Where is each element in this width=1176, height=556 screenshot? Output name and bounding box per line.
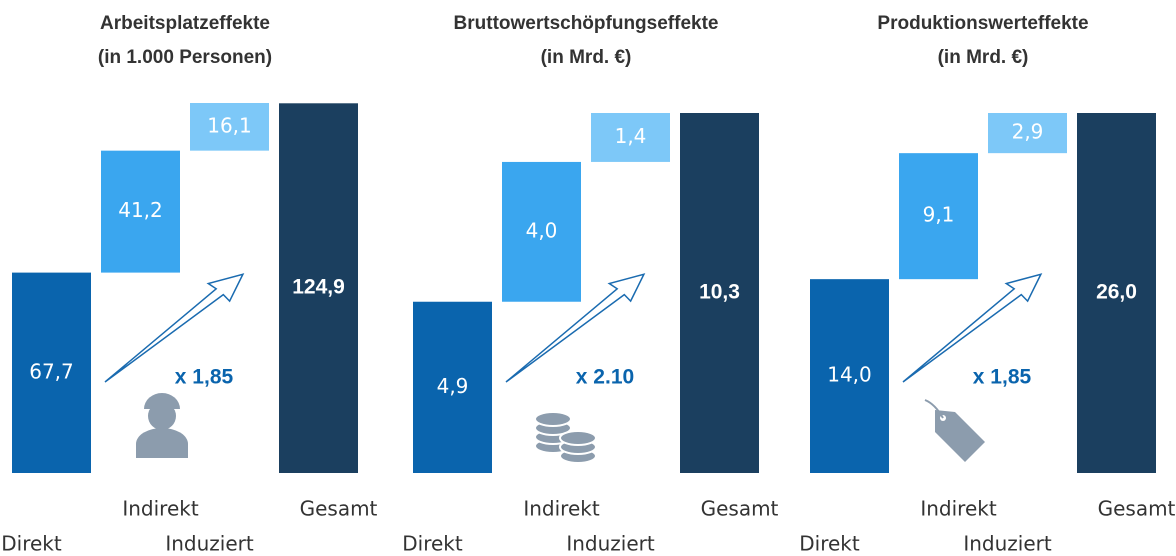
chart-subtitle: (in 1.000 Personen) (98, 47, 272, 68)
icon (935, 410, 985, 462)
value-label: 9,1 (923, 203, 955, 227)
total-label: 10,3 (699, 281, 740, 304)
waterfall: Arbeitsplatzeffekte (in 1.000 Personen) 67… (1, 13, 377, 555)
x-tick-label: Indirekt (920, 497, 996, 521)
bar (680, 113, 759, 473)
icon (559, 430, 597, 446)
x-tick-label: Direkt (1, 532, 62, 556)
x-tick-label: Direkt (799, 532, 860, 556)
bar (101, 150, 180, 273)
multiplier: x 1,85 (175, 366, 234, 389)
bar (810, 279, 889, 473)
x-tick-label: Indirekt (523, 497, 599, 521)
value-label: 14,0 (827, 363, 872, 387)
bar (502, 161, 581, 302)
value-label: 67,7 (29, 359, 74, 383)
bar (1077, 113, 1156, 473)
bar (591, 113, 670, 162)
chart-title: Arbeitsplatzeffekte (100, 13, 270, 34)
value-label: 1,4 (615, 124, 647, 148)
value-label: 16,1 (207, 113, 252, 137)
icon (144, 393, 180, 409)
icon (136, 428, 188, 458)
arrow (902, 273, 1043, 383)
chart-title: Produktionswerteffekte (877, 13, 1088, 34)
bar (279, 103, 358, 474)
arrow (505, 273, 646, 383)
bar (190, 103, 269, 151)
bar (899, 153, 978, 280)
x-tick-label: Gesamt (300, 497, 378, 521)
multiplier: x 1,85 (973, 366, 1032, 389)
value-label: 41,2 (118, 198, 163, 222)
icon (924, 399, 944, 419)
chart-subtitle: (in Mrd. €) (938, 47, 1029, 68)
x-tick-label: Induziert (566, 532, 655, 556)
bar (413, 301, 492, 473)
x-tick-label: Induziert (963, 532, 1052, 556)
arrow (104, 273, 245, 383)
value-label: 4,0 (526, 218, 558, 242)
value-label: 4,9 (437, 374, 469, 398)
total-label: 124,9 (292, 276, 345, 299)
x-tick-label: Gesamt (1098, 497, 1176, 521)
x-tick-label: Direkt (402, 532, 463, 556)
x-tick-label: Indirekt (122, 497, 198, 521)
multiplier: x 2.10 (576, 366, 634, 389)
x-tick-label: Gesamt (701, 497, 779, 521)
total-label: 26,0 (1096, 281, 1137, 304)
value-label: 2,9 (1012, 120, 1044, 144)
chart-subtitle: (in Mrd. €) (541, 47, 632, 68)
x-tick-label: Induziert (165, 532, 254, 556)
waterfall: Bruttowertschöpfungseffekte (in Mrd. €) 4,… (402, 13, 778, 555)
bar (12, 272, 91, 473)
bar (988, 113, 1067, 154)
chart-title: Bruttowertschöpfungseffekte (454, 13, 719, 34)
waterfall: Produktionswerteffekte (in Mrd. €) 14,0 Dir… (799, 13, 1175, 555)
icon (534, 411, 572, 427)
